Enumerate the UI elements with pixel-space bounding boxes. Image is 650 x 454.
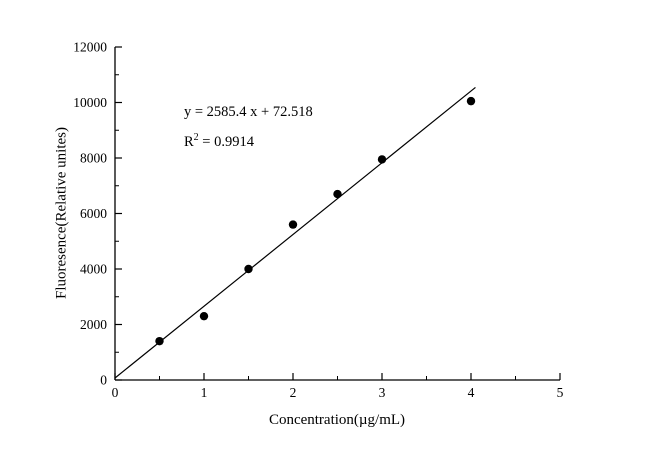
y-tick-label: 0 [100, 373, 107, 388]
r-squared-value: = 0.9914 [198, 133, 254, 150]
x-axis-title: Concentration(µg/mL) [268, 412, 406, 428]
y-axis-title: Fluoresence(Relative unites) [53, 126, 70, 300]
y-tick-label: 2000 [80, 317, 107, 332]
y-tick-label: 10000 [73, 95, 107, 110]
r-squared-sup: 2 [193, 132, 199, 143]
y-tick-label: 6000 [80, 206, 107, 221]
data-point [288, 220, 298, 229]
x-tick-label: 0 [112, 385, 119, 400]
r-squared-text: R2 = 0.9914 [184, 125, 313, 155]
x-tick-label: 1 [201, 385, 208, 400]
y-tick-label: 8000 [80, 151, 107, 166]
x-tick-label: 4 [468, 385, 475, 400]
data-point [377, 155, 387, 164]
x-tick-label: 2 [290, 385, 297, 400]
data-point [466, 96, 476, 106]
y-tick-label: 12000 [73, 40, 107, 55]
r-squared-base: R [184, 133, 194, 150]
y-tick-label: 4000 [80, 262, 107, 277]
data-point [199, 311, 209, 321]
equation-text: y = 2585.4 x + 72.518 [184, 104, 313, 120]
data-point [333, 189, 342, 199]
data-point [244, 264, 253, 274]
trendline-annotation: y = 2585.4 x + 72.518 R2 = 0.9914 [184, 100, 313, 155]
data-point [155, 336, 164, 346]
x-tick-label: 3 [379, 385, 386, 400]
trendline [114, 86, 476, 379]
x-tick-label: 5 [557, 385, 564, 400]
